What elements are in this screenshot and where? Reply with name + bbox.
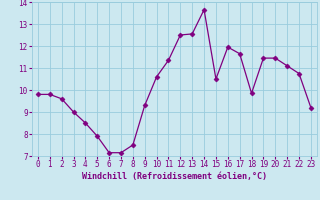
X-axis label: Windchill (Refroidissement éolien,°C): Windchill (Refroidissement éolien,°C) — [82, 172, 267, 181]
